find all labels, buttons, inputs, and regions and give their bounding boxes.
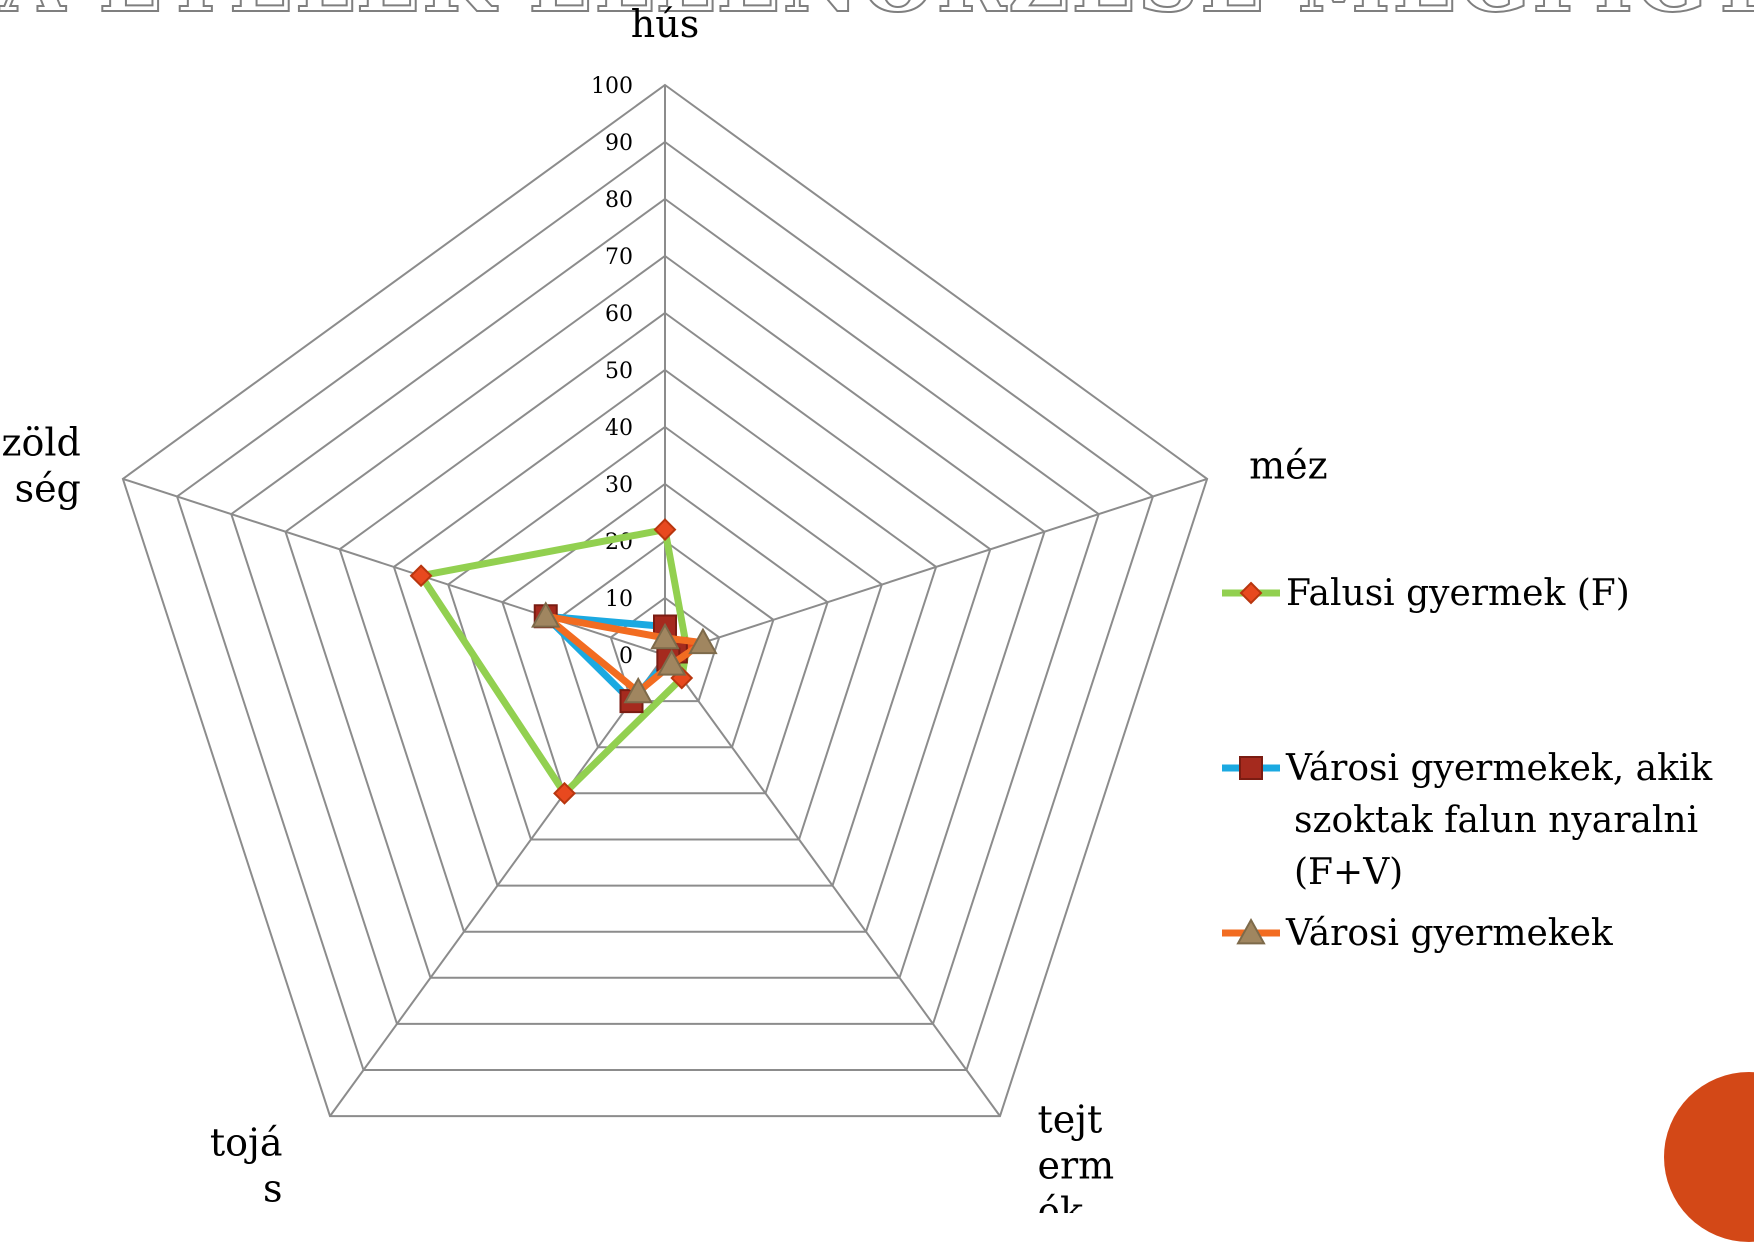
axis-spoke: [122, 477, 666, 656]
data-point-marker: [657, 649, 687, 676]
grid-ring: [555, 539, 775, 749]
data-point-marker: [409, 564, 433, 588]
data-point-marker: [531, 601, 561, 628]
category-label: hús: [631, 2, 699, 46]
grid-ring: [392, 368, 938, 887]
series-line: [417, 526, 691, 797]
axis-spoke: [329, 654, 666, 1117]
tick-label: 50: [605, 359, 633, 384]
legend-label: Városi gyermekek: [1285, 913, 1614, 954]
tick-label: 100: [591, 74, 633, 99]
tick-label: 40: [605, 416, 633, 441]
legend-label: Falusi gyermek (F): [1286, 573, 1630, 614]
data-point-marker: [650, 622, 680, 650]
category-label: méz: [1249, 444, 1328, 488]
slide-title: A ÉTELEK ELLENŐRZÉSE MEGFIGYELÉSE: [0, 0, 1754, 22]
legend-entry: Városi gyermekek: [1222, 913, 1614, 954]
grid-ring: [447, 425, 883, 841]
tick-label: 80: [605, 188, 633, 213]
category-label: tojá: [210, 1121, 283, 1165]
data-point-marker: [553, 781, 576, 805]
legend-entry: Városi gyermekek, akik szoktak falun nyar…: [1222, 748, 1713, 893]
grid-ring: [230, 197, 1100, 1025]
legend: Falusi gyermek (F) Városi gyermekek, akik…: [1222, 573, 1713, 954]
tick-label: 70: [605, 245, 633, 270]
category-label: tejt: [1038, 1098, 1103, 1142]
series-group: [531, 601, 718, 704]
category-label: erm: [1038, 1144, 1115, 1188]
grid-ring: [175, 140, 1155, 1071]
data-point-marker: [653, 518, 677, 542]
legend-label: Városi gyermekek, akik: [1285, 748, 1713, 789]
axis-spokes: [122, 85, 1208, 1117]
data-point-marker: [1239, 756, 1263, 780]
grid-ring: [338, 311, 992, 933]
category-label: s: [263, 1167, 283, 1211]
category-label: ség: [15, 467, 81, 511]
tick-label: 0: [619, 644, 633, 669]
tick-label: 30: [605, 473, 633, 498]
data-point-marker: [688, 627, 718, 655]
data-point-marker: [1236, 917, 1266, 945]
grid-rings: [121, 83, 1209, 1118]
series-layer: [409, 518, 718, 805]
grid-ring: [121, 83, 1209, 1118]
tick-label: 90: [605, 131, 633, 156]
axis-spoke: [664, 654, 1001, 1117]
legend-label: (F+V): [1294, 852, 1403, 893]
data-point-marker: [1239, 581, 1263, 605]
grid-ring: [501, 482, 829, 795]
grid-ring: [284, 254, 1046, 979]
axis-spoke: [664, 477, 1208, 656]
legend-entry: Falusi gyermek (F): [1222, 573, 1630, 614]
category-label: zöld: [2, 421, 81, 465]
category-label: ék: [1038, 1190, 1084, 1214]
data-point-marker: [623, 676, 653, 704]
tick-label: 10: [605, 587, 633, 612]
legend-label: szoktak falun nyaralni: [1294, 800, 1698, 841]
tick-label: 60: [605, 302, 633, 327]
